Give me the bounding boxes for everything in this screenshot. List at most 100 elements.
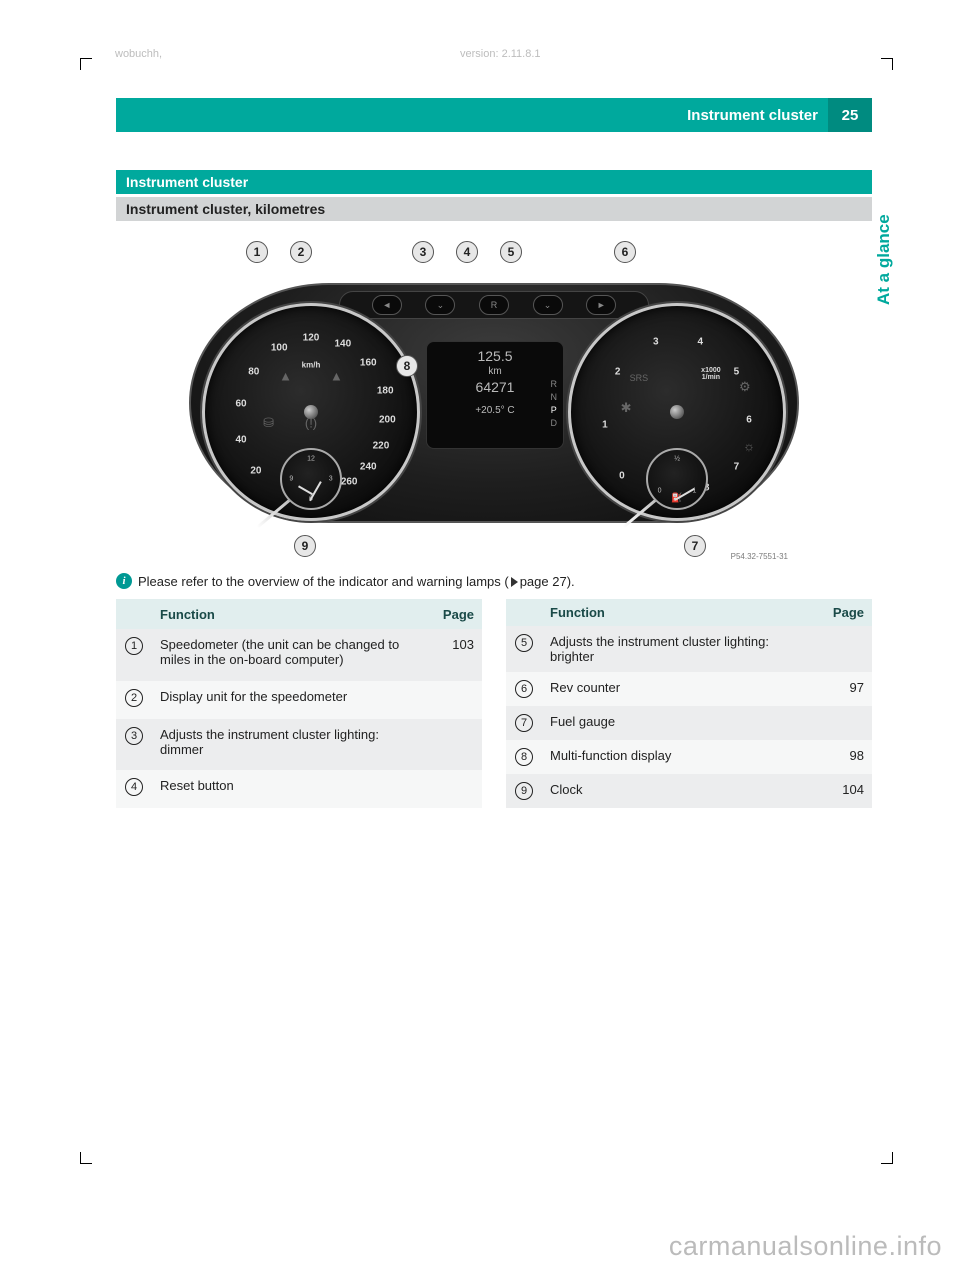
- needle-cap: [304, 405, 318, 419]
- th-function: Function: [542, 599, 820, 626]
- th-page: Page: [430, 599, 482, 629]
- watermark: carmanualsonline.info: [669, 1231, 942, 1262]
- section-subtitle-bar: Instrument cluster, kilometres: [116, 197, 872, 221]
- func-page: 103: [430, 629, 482, 680]
- table-row: 3 Adjusts the instrument cluster lightin…: [116, 719, 482, 770]
- symbol-3: 3: [125, 727, 143, 745]
- tachometer-gauge: 0 1 2 3 4 5 6 7 8 x1000 1/min SRS ⚙ ✱ ☼ …: [568, 303, 786, 521]
- callout-8: 8: [396, 355, 418, 377]
- strip-button: ◄: [372, 295, 402, 315]
- speedo-num: 140: [334, 339, 351, 350]
- clock-hand: [298, 485, 313, 495]
- display-trip: 125.5: [427, 348, 563, 364]
- tach-unit: x1000 1/min: [701, 367, 720, 381]
- fuel-num: ½: [674, 456, 680, 463]
- tach-num: 5: [734, 366, 740, 377]
- func-desc: Speedometer (the unit can be changed to …: [152, 629, 430, 680]
- instrument-cluster-figure: ◄ ⌄ R ⌄ ► 20 40 60 80 100 120 140 160 18…: [174, 235, 814, 565]
- tach-num: 6: [746, 415, 752, 426]
- speedo-num: 120: [303, 332, 320, 343]
- speedo-num: 40: [235, 434, 246, 445]
- clock-num: 9: [289, 476, 293, 483]
- strip-button: ⌄: [425, 295, 455, 315]
- table-row: 1 Speedometer (the unit can be changed t…: [116, 629, 482, 680]
- func-desc: Rev counter: [542, 672, 820, 706]
- side-tab: At a glance: [874, 200, 898, 320]
- symbol-9: 9: [515, 782, 533, 800]
- info-note: i Please refer to the overview of the in…: [116, 573, 872, 589]
- note-page-ref: page 27: [520, 574, 567, 589]
- engine-icon: ⛁: [263, 415, 274, 431]
- callout-4: 4: [456, 241, 478, 263]
- strip-button: R: [479, 295, 509, 315]
- crop-mark: [80, 1152, 92, 1164]
- triangle-icon: [511, 577, 518, 587]
- func-desc: Adjusts the instrument cluster lighting:…: [542, 626, 820, 672]
- symbol-1: 1: [125, 637, 143, 655]
- warn-icon: ▲: [279, 368, 292, 383]
- speedo-num: 100: [271, 343, 288, 354]
- func-desc: Adjusts the instrument cluster lighting:…: [152, 719, 430, 770]
- gear-n: N: [551, 391, 558, 404]
- note-text-after: ).: [567, 574, 575, 589]
- speedo-num: 220: [373, 440, 390, 451]
- faint-header-right: version: 2.11.8.1: [460, 48, 541, 60]
- table-row: 9 Clock 104: [506, 774, 872, 808]
- fuel-num: 0: [658, 487, 662, 494]
- image-code: P54.32-7551-31: [731, 552, 788, 561]
- th-function: Function: [152, 599, 430, 629]
- callout-6: 6: [614, 241, 636, 263]
- speedo-num: 160: [360, 358, 377, 369]
- tach-num: 2: [615, 366, 621, 377]
- tach-num: 1: [602, 419, 608, 430]
- seatbelt-icon: ✱: [621, 400, 632, 416]
- page-number: 25: [828, 98, 872, 132]
- speedo-num: 80: [248, 366, 259, 377]
- page-title: Instrument cluster: [687, 107, 828, 124]
- function-table-right: Function Page 5 Adjusts the instrument c…: [506, 599, 872, 808]
- fuel-gauge: 0 ½ 1 ⛽: [646, 448, 708, 510]
- speedo-num: 200: [379, 415, 396, 426]
- note-text-before: Please refer to the overview of the indi…: [138, 574, 509, 589]
- func-desc: Reset button: [152, 770, 430, 808]
- speedo-num: 240: [360, 462, 377, 473]
- speedo-num: 60: [235, 398, 246, 409]
- func-page: [820, 626, 872, 672]
- faint-header-left: wobuchh,: [115, 48, 162, 60]
- callout-7: 7: [684, 535, 706, 557]
- engine-icon: ⚙: [739, 379, 751, 395]
- symbol-8: 8: [515, 748, 533, 766]
- tach-num: 4: [698, 337, 704, 348]
- cluster-top-strip: ◄ ⌄ R ⌄ ►: [339, 291, 649, 319]
- table-row: 4 Reset button: [116, 770, 482, 808]
- clock-num: 12: [307, 456, 315, 463]
- light-icon: ☼: [743, 438, 755, 453]
- tach-num: 7: [734, 462, 740, 473]
- section-title-bar: Instrument cluster: [116, 170, 872, 194]
- clock-num: 3: [329, 476, 333, 483]
- tach-num: 0: [619, 470, 625, 481]
- crop-mark: [881, 1152, 893, 1164]
- strip-button: ►: [586, 295, 616, 315]
- symbol-2: 2: [125, 689, 143, 707]
- func-desc: Clock: [542, 774, 820, 808]
- table-row: 5 Adjusts the instrument cluster lightin…: [506, 626, 872, 672]
- table-row: 2 Display unit for the speedometer: [116, 681, 482, 719]
- srs-icon: SRS: [630, 373, 649, 383]
- info-icon: i: [116, 573, 132, 589]
- symbol-6: 6: [515, 680, 533, 698]
- clock-hand: [309, 481, 322, 501]
- symbol-7: 7: [515, 714, 533, 732]
- clock-gauge: 12 3 6 9: [280, 448, 342, 510]
- table-row: 8 Multi-function display 98: [506, 740, 872, 774]
- func-page: 104: [820, 774, 872, 808]
- func-desc: Multi-function display: [542, 740, 820, 774]
- func-page: [820, 706, 872, 740]
- callout-2: 2: [290, 241, 312, 263]
- func-page: [430, 770, 482, 808]
- tach-num: 3: [653, 337, 659, 348]
- callout-5: 5: [500, 241, 522, 263]
- callout-9: 9: [294, 535, 316, 557]
- gear-r: R: [551, 378, 558, 391]
- symbol-4: 4: [125, 778, 143, 796]
